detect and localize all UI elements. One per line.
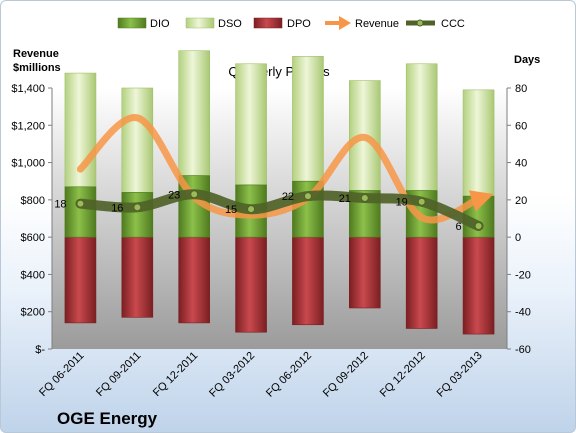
- dpo-bar: [235, 236, 267, 333]
- legend-swatch-dpo: [253, 17, 283, 29]
- ccc-data-label: 16: [111, 202, 123, 214]
- left-tick-label: $600: [21, 232, 45, 244]
- company-name: OGE Energy: [57, 409, 158, 428]
- dso-bar: [405, 63, 438, 191]
- x-axis-labels: FQ 06-2011 FQ 09-2011 FQ 12-2011 FQ 03-2012…: [37, 350, 485, 400]
- dso-bar: [235, 63, 267, 186]
- x-tick-label: FQ 12-2012: [378, 350, 428, 400]
- dpo-bar: [405, 236, 438, 329]
- right-tick-label: 80: [515, 83, 527, 95]
- legend-swatch-dso: [185, 17, 215, 29]
- right-axis-title: Days: [514, 54, 540, 66]
- left-tick-label: $1,200: [11, 120, 45, 132]
- x-tick-label: FQ 06-2011: [37, 350, 86, 399]
- x-tick-label: FQ 12-2011: [151, 350, 200, 399]
- ccc-data-label: 22: [282, 191, 294, 203]
- legend-item-ccc: CCC: [406, 18, 465, 30]
- legend-item-dso: DSO: [185, 17, 242, 30]
- x-tick-label: FQ 09-2012: [321, 350, 371, 400]
- dio-bar: [64, 186, 97, 238]
- ccc-point: [417, 197, 426, 206]
- right-tick-label: 60: [515, 120, 527, 132]
- right-tick-label: 40: [515, 158, 527, 170]
- left-tick-label: $1,400: [11, 83, 45, 95]
- dio-bar: [121, 192, 154, 238]
- ccc-data-label: 21: [339, 193, 351, 205]
- legend-item-dio: DIO: [117, 17, 170, 30]
- legend-item-dpo: DPO: [253, 17, 311, 30]
- ccc-data-label: 23: [168, 189, 180, 201]
- right-tick-label: 0: [515, 232, 521, 244]
- revenue-line: [76, 114, 494, 224]
- ccc-data-label: 18: [54, 199, 66, 211]
- ccc-point: [474, 221, 483, 230]
- dpo-bar: [178, 236, 210, 324]
- legend-swatch-dio: [117, 17, 147, 29]
- legend-label-dio: DIO: [150, 18, 170, 30]
- left-tick-label: $400: [21, 269, 45, 281]
- right-axis-ticks: -60 -40 -20 0 20 40 60 80: [507, 83, 531, 356]
- left-axis-ticks: $- $200 $400 $600 $800 $1,000 $1,200 $1,400: [11, 83, 52, 356]
- ccc-point: [303, 192, 312, 201]
- dpo-bar: [64, 236, 97, 324]
- legend-label-ccc: CCC: [441, 18, 465, 30]
- ccc-point: [247, 205, 256, 214]
- dpo-bar: [349, 236, 381, 309]
- x-tick-label: FQ 06-2012: [264, 350, 314, 400]
- ccc-line: [75, 189, 484, 231]
- dpo-bar: [121, 236, 154, 318]
- right-tick-label: 20: [515, 195, 527, 207]
- revenue-layer: [76, 114, 494, 224]
- legend-label-dso: DSO: [218, 18, 242, 30]
- left-tick-label: $800: [21, 195, 45, 207]
- ccc-point: [360, 193, 369, 202]
- legend-label-dpo: DPO: [287, 18, 311, 30]
- ccc-data-label: 19: [396, 197, 408, 209]
- ccc-data-label: 15: [225, 204, 237, 216]
- ccc-layer: 18 16 23 15 22 21 19 6: [54, 189, 484, 233]
- left-axis-title-line1: Revenue: [13, 48, 59, 60]
- legend-item-revenue: Revenue: [325, 16, 399, 30]
- legend: DIO DSO DPO Revenue CCC: [117, 16, 465, 30]
- legend-arrow-revenue: [339, 16, 351, 30]
- legend-marker-ccc: [416, 19, 424, 27]
- dso-bar: [121, 87, 154, 193]
- dpo-bar: [462, 236, 495, 335]
- bars-layer: [64, 50, 495, 335]
- ccc-point: [133, 203, 142, 212]
- right-tick-label: -40: [515, 307, 531, 319]
- x-tick-label: FQ 03-2012: [207, 350, 257, 400]
- legend-label-revenue: Revenue: [355, 18, 399, 30]
- left-axis-title-line2: $millions: [13, 62, 61, 74]
- left-tick-label: $200: [21, 307, 45, 319]
- dso-bar: [292, 56, 324, 182]
- x-tick-label: FQ 03-2013: [435, 350, 485, 400]
- dso-bar: [178, 50, 210, 176]
- dso-bar: [462, 89, 495, 197]
- ccc-point: [190, 190, 199, 199]
- ccc-point: [76, 199, 85, 208]
- x-tick-label: FQ 09-2011: [94, 350, 143, 399]
- dpo-bar: [292, 236, 324, 326]
- right-tick-label: -20: [515, 269, 531, 281]
- right-tick-label: -60: [515, 344, 531, 356]
- ccc-data-label: 6: [456, 221, 462, 233]
- left-tick-label: $-: [35, 344, 45, 356]
- left-tick-label: $1,000: [11, 158, 45, 170]
